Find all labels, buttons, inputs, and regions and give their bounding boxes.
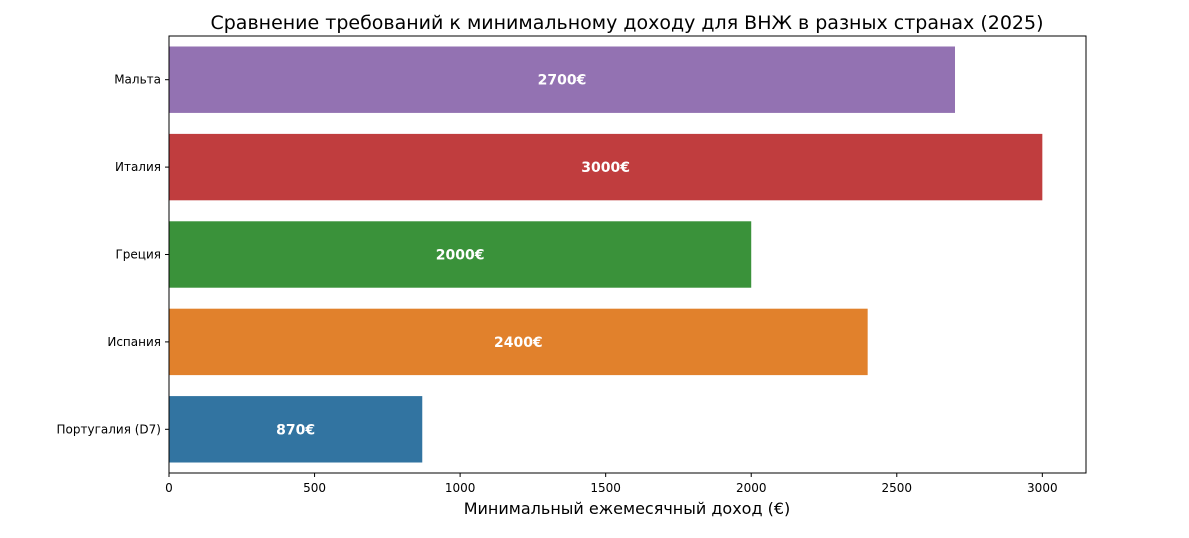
bar [169,133,1043,201]
plot-frame [168,35,1087,474]
y-tick-label: Испания [107,335,161,349]
x-axis-ticks: 0 500 1000 1500 2000 2500 3000 [165,473,1058,495]
x-tick-label: 2000 [736,481,767,495]
y-axis-ticks: Португалия (D7) Испания Греция Италия Мальта [57,73,169,436]
bar-value-label: 870€ [276,422,315,438]
x-axis-label: Минимальный ежемесячный доход (€) [464,499,791,518]
bar [169,221,752,288]
y-tick-label: Греция [115,248,161,262]
bar-value-label: 2400€ [494,335,543,351]
x-tick-label: 500 [303,481,326,495]
y-tick-label: Португалия (D7) [57,422,161,436]
bar [169,308,868,376]
y-tick-label: Италия [115,160,161,174]
x-tick-label: 1500 [590,481,621,495]
bars-group: 870€ 2400€ 2000€ 3000€ 2700€ [169,46,1043,463]
bar [169,46,955,113]
x-tick-label: 2500 [882,481,913,495]
bar [169,396,423,463]
bar-value-label: 2000€ [436,248,485,264]
x-tick-label: 1000 [445,481,476,495]
bar-value-label: 3000€ [581,160,630,176]
y-tick-label: Мальта [114,73,161,87]
x-tick-label: 3000 [1027,481,1058,495]
chart-title: Сравнение требований к минимальному дохо… [210,12,1043,34]
bar-value-label: 2700€ [538,73,587,89]
x-tick-label: 0 [165,481,173,495]
